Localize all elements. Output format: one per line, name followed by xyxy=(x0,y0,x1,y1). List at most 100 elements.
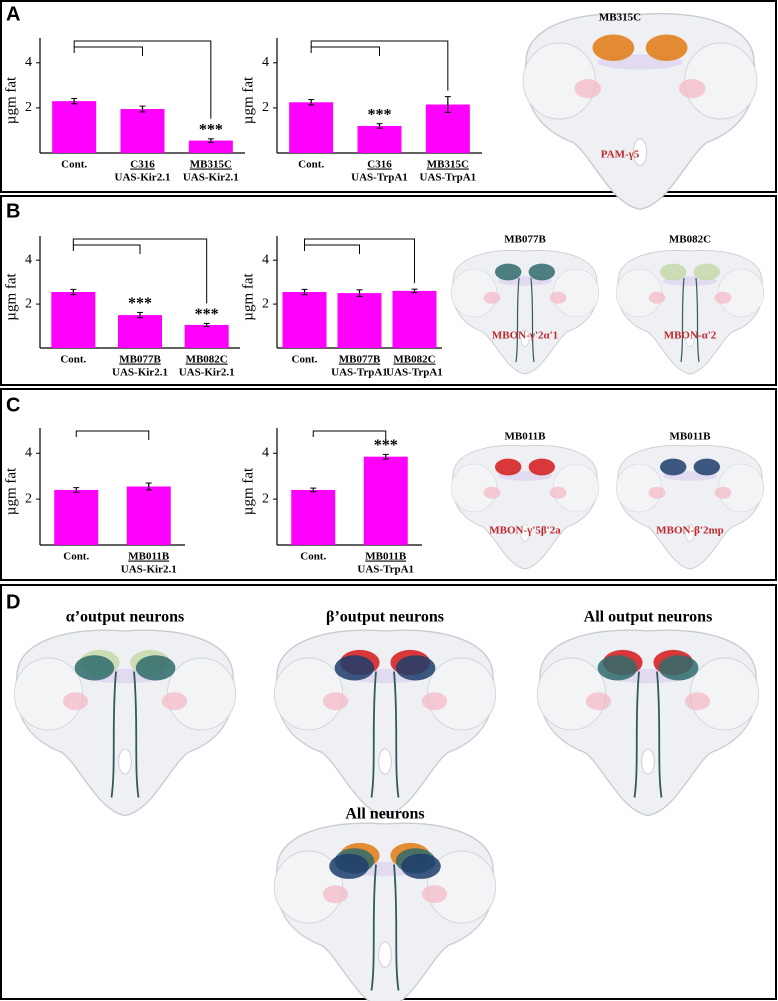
midline xyxy=(520,329,530,347)
image-title: β’output neurons xyxy=(326,609,444,626)
y-tick-label: 2 xyxy=(25,100,32,115)
mushroom-body xyxy=(648,291,666,304)
comparison-bracket xyxy=(310,40,449,91)
x-tick-label: MB011B xyxy=(128,551,170,563)
neuron-tract xyxy=(370,671,400,798)
x-tick-sublabel: UAS-Kir2.1 xyxy=(183,172,239,184)
x-tick-label: MB077B xyxy=(339,354,381,366)
mushroom-body xyxy=(161,692,188,711)
brain-image xyxy=(450,445,600,570)
bar xyxy=(291,489,336,545)
brain-image xyxy=(273,629,497,817)
image-title: MB077B xyxy=(504,234,546,246)
midline xyxy=(685,524,695,542)
bar xyxy=(188,140,233,153)
panel-letter: C xyxy=(6,394,20,416)
x-tick-label: MB315C xyxy=(190,159,232,171)
brain-image xyxy=(13,629,237,817)
neuron-tract xyxy=(110,671,140,798)
y-axis-label: µgm fat xyxy=(3,272,19,320)
significance-label: *** xyxy=(128,295,152,312)
brain-image xyxy=(615,445,765,570)
mushroom-body xyxy=(648,486,666,499)
mushroom-body xyxy=(574,79,602,99)
x-tick-sublabel: UAS-Kir2.1 xyxy=(121,564,177,576)
mushroom-body xyxy=(322,885,349,904)
image-title: α’output neurons xyxy=(66,609,184,626)
comparison-bracket xyxy=(310,46,380,56)
neuron xyxy=(592,34,635,62)
bar xyxy=(52,101,97,153)
x-tick-sublabel: UAS-TrpA1 xyxy=(357,564,414,576)
x-tick-label: Cont. xyxy=(60,354,86,366)
midline xyxy=(641,748,655,775)
x-tick-sublabel: UAS-TrpA1 xyxy=(420,172,477,184)
comparison-bracket xyxy=(304,244,360,254)
brain-image xyxy=(450,250,600,375)
y-axis-label: µgm fat xyxy=(240,76,256,124)
image-label: MBON-β'2mp xyxy=(656,525,724,537)
neuron xyxy=(528,458,555,476)
x-tick-sublabel: UAS-Kir2.1 xyxy=(112,367,168,379)
significance-label: *** xyxy=(374,437,398,454)
neuron xyxy=(693,263,720,281)
y-tick-label: 4 xyxy=(262,252,269,267)
comparison-bracket xyxy=(73,40,212,119)
panel-letter: A xyxy=(6,3,20,25)
mushroom-body xyxy=(678,79,706,99)
image-title: All neurons xyxy=(345,806,424,823)
neuron xyxy=(528,263,555,281)
comparison-bracket xyxy=(75,430,150,440)
x-tick-label: MB011B xyxy=(365,551,407,563)
image-label: MBON-γ'5β'2a xyxy=(489,525,561,537)
image-label: PAM-γ5 xyxy=(601,149,640,161)
x-tick-label: MB315C xyxy=(427,159,469,171)
significance-label: *** xyxy=(368,106,392,123)
brain-image xyxy=(536,629,760,817)
neuron xyxy=(597,655,638,681)
x-tick-label: Cont. xyxy=(61,159,87,171)
neuron xyxy=(495,458,522,476)
image-title: MB011B xyxy=(505,431,547,443)
y-tick-label: 2 xyxy=(262,100,269,115)
bar xyxy=(118,315,162,348)
mushroom-body xyxy=(322,692,349,711)
midline xyxy=(685,329,695,347)
x-tick-label: C316 xyxy=(130,159,155,171)
mushroom-body xyxy=(714,291,732,304)
bar xyxy=(289,102,334,153)
panel-letter: D xyxy=(6,591,20,613)
mushroom-body xyxy=(549,291,567,304)
y-tick-label: 2 xyxy=(262,296,269,311)
neuron-tract xyxy=(680,277,700,363)
bar xyxy=(282,292,327,348)
midline xyxy=(378,748,392,775)
y-tick-label: 4 xyxy=(262,445,269,460)
x-tick-label: Cont. xyxy=(298,159,324,171)
y-tick-label: 4 xyxy=(25,445,32,460)
mushroom-body xyxy=(585,692,612,711)
neuron xyxy=(74,655,115,681)
brain-image xyxy=(522,12,758,210)
bar xyxy=(184,324,229,348)
bar xyxy=(392,290,437,348)
midline xyxy=(632,138,648,167)
bar xyxy=(126,486,171,545)
mushroom-body xyxy=(421,692,448,711)
mushroom-body xyxy=(714,486,732,499)
mushroom-body xyxy=(483,486,501,499)
bar xyxy=(51,292,96,348)
image-label: MBON-α'2 xyxy=(664,330,717,342)
significance-label: *** xyxy=(195,306,219,323)
neuron-tract xyxy=(633,671,663,798)
comparison-bracket xyxy=(72,238,208,304)
y-axis-label: µgm fat xyxy=(240,467,256,515)
x-tick-label: Cont. xyxy=(300,551,326,563)
bar xyxy=(363,456,408,545)
neuron xyxy=(660,263,687,281)
y-tick-label: 4 xyxy=(25,252,32,267)
panel-letter: B xyxy=(6,200,20,222)
x-tick-label: MB082C xyxy=(393,354,435,366)
y-tick-label: 4 xyxy=(262,55,269,70)
x-tick-label: MB082C xyxy=(186,354,228,366)
